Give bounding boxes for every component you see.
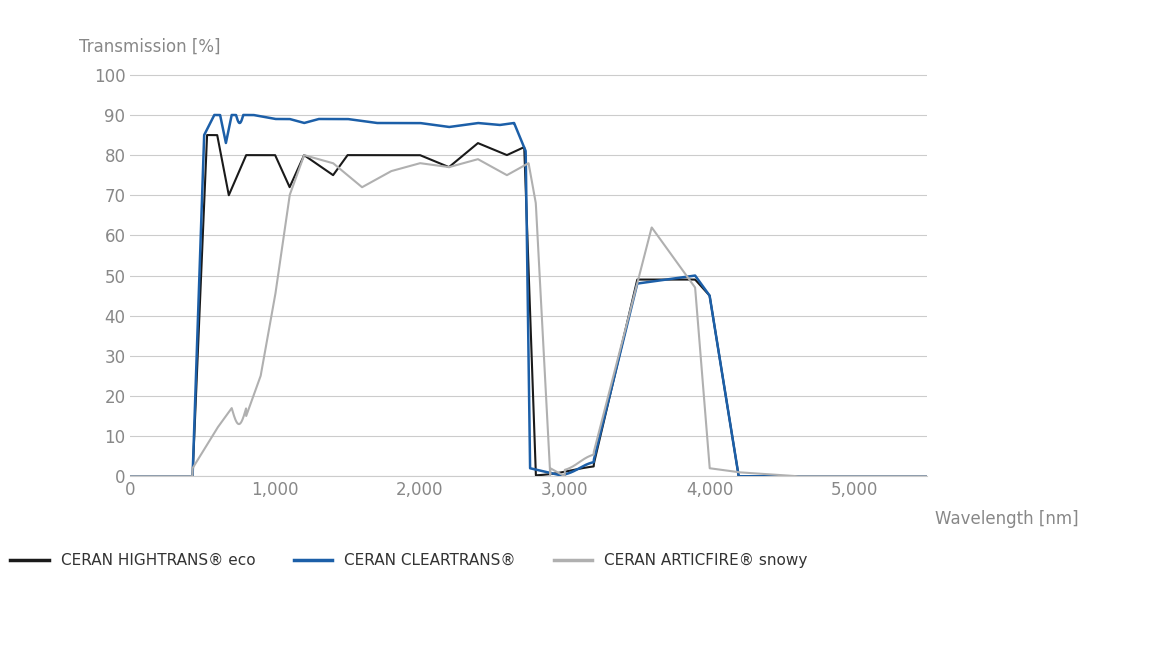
Text: Wavelength [nm]: Wavelength [nm] xyxy=(934,510,1078,528)
Text: Transmission [%]: Transmission [%] xyxy=(78,38,220,56)
Legend: CERAN HIGHTRANS® eco, CERAN CLEARTRANS®, CERAN ARTICFIRE® snowy: CERAN HIGHTRANS® eco, CERAN CLEARTRANS®,… xyxy=(5,547,813,574)
